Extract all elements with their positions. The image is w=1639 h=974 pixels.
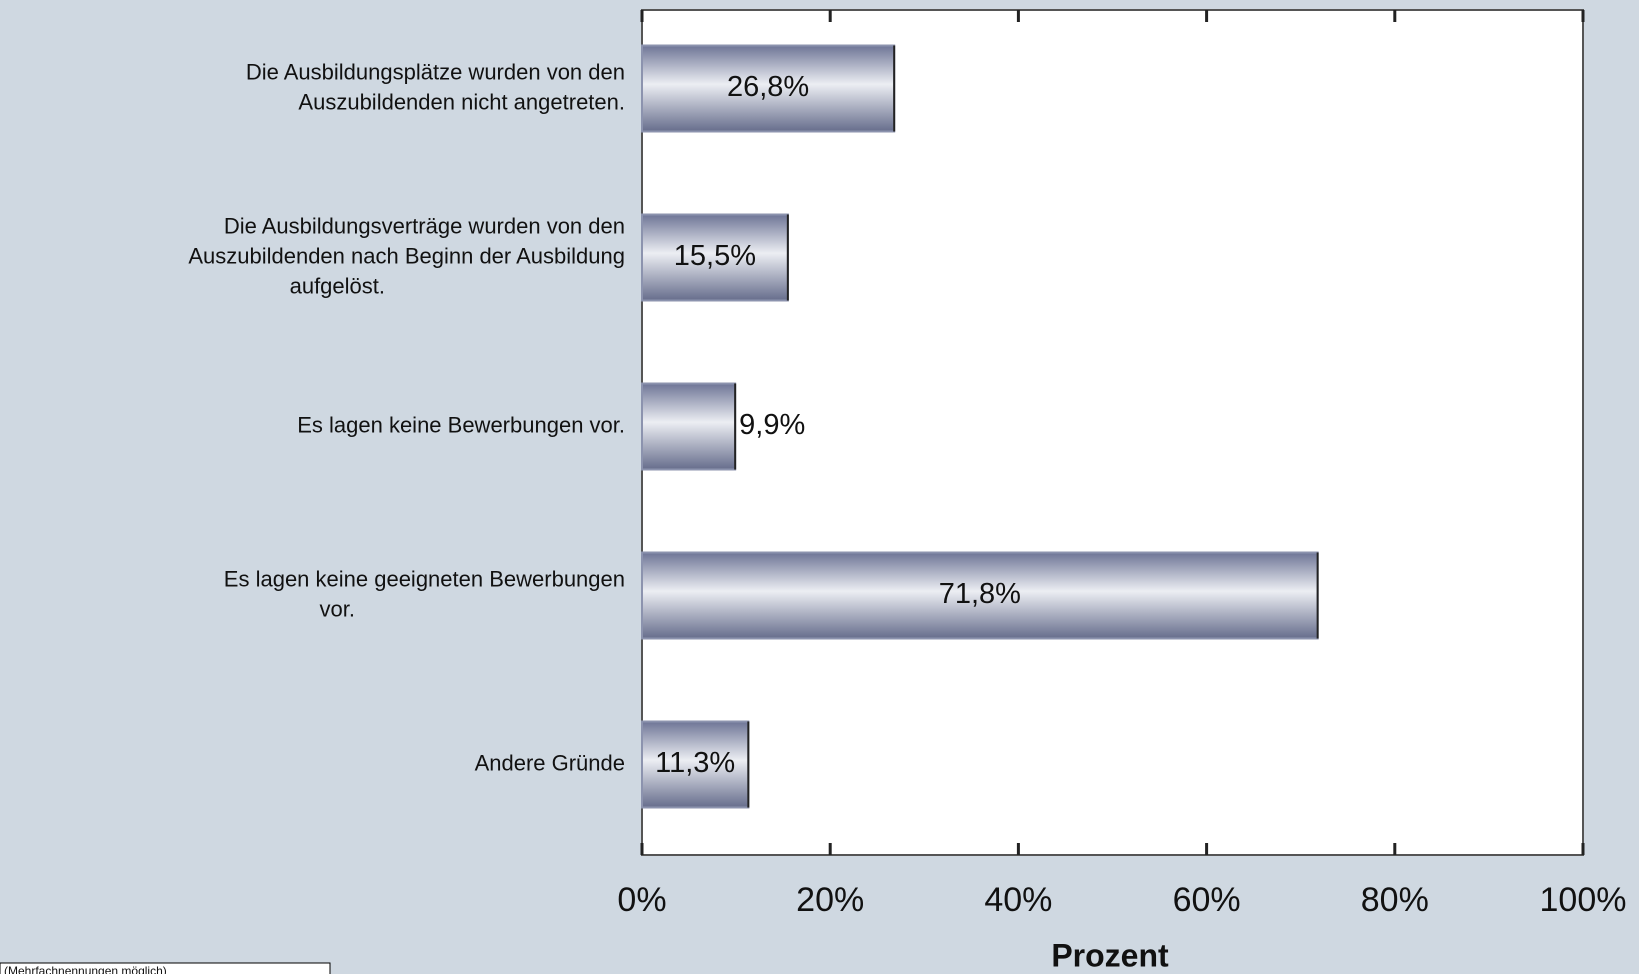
data-label: 26,8% bbox=[727, 71, 809, 103]
x-axis-title: Prozent bbox=[1051, 937, 1169, 973]
x-tick-label: 0% bbox=[617, 881, 666, 919]
data-label: 71,8% bbox=[939, 578, 1021, 610]
footnote-box bbox=[0, 962, 331, 974]
y-tick-label: Es lagen keine Bewerbungen vor. bbox=[297, 412, 625, 437]
y-tick-label: Die Ausbildungsplätze wurden von den Ausz… bbox=[246, 59, 625, 114]
bar bbox=[641, 551, 1319, 640]
y-tick-label: Es lagen keine geeigneten Bewerbungen vor… bbox=[224, 566, 625, 621]
bar bbox=[641, 382, 737, 471]
data-label: 11,3% bbox=[655, 747, 735, 779]
x-tick-label: 60% bbox=[1173, 881, 1241, 919]
data-label: 9,9% bbox=[739, 409, 805, 441]
bar bbox=[641, 44, 896, 133]
footnote: (Mehrfachnennungen möglich) bbox=[4, 964, 167, 974]
x-tick-label: 40% bbox=[984, 881, 1052, 919]
x-tick-label: 80% bbox=[1361, 881, 1429, 919]
x-tick-label: 20% bbox=[796, 881, 864, 919]
data-label: 15,5% bbox=[674, 240, 756, 272]
y-tick-label: Die Ausbildungsverträge wurden von den Au… bbox=[188, 213, 625, 298]
plot-area bbox=[641, 9, 1584, 856]
bar bbox=[641, 720, 750, 809]
y-tick-label: Andere Gründe bbox=[475, 750, 625, 775]
x-tick-label: 100% bbox=[1540, 881, 1627, 919]
bar bbox=[641, 213, 789, 302]
